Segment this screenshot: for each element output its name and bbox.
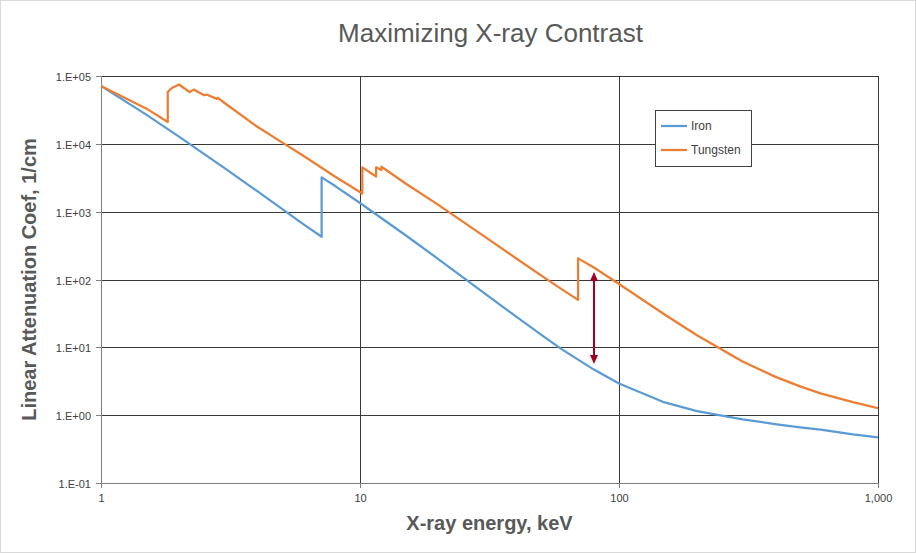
legend-label: Tungsten	[691, 143, 741, 157]
chart: Maximizing X-ray Contrast 1.E-01 1.E+00 1.E…	[0, 0, 916, 553]
x-grid-line	[101, 76, 102, 483]
y-tick-label: 1.E+02	[56, 275, 91, 287]
series-line	[101, 86, 878, 438]
y-tick-label: 1.E+03	[56, 207, 91, 219]
plot-area	[101, 84, 878, 437]
y-grid-line	[101, 280, 878, 281]
x-tick	[878, 483, 879, 488]
legend-swatch	[661, 125, 687, 127]
contrast-arrow	[590, 272, 598, 364]
y-grid-line	[101, 347, 878, 348]
arrow-head	[590, 272, 598, 281]
x-tick-label: 10	[354, 492, 366, 504]
y-tick	[96, 212, 101, 213]
x-axis-line	[101, 483, 878, 484]
legend-swatch	[661, 149, 687, 151]
x-tick-label: 100	[610, 492, 628, 504]
y-tick-label: 1.E+01	[56, 342, 91, 354]
y-grid-line	[101, 144, 878, 145]
y-tick-label: 1.E+04	[56, 139, 91, 151]
x-tick-label: 1	[98, 492, 104, 504]
y-tick	[96, 415, 101, 416]
title: Maximizing X-ray Contrast	[338, 18, 644, 48]
chart-container: Maximizing X-ray Contrast 1.E-01 1.E+00 1.E…	[0, 0, 916, 553]
y-tick	[96, 280, 101, 281]
y-tick	[96, 483, 101, 484]
y-grid-line	[101, 212, 878, 213]
y-tick	[96, 144, 101, 145]
arrow-shaft	[593, 278, 595, 358]
y-axis-line	[101, 76, 102, 483]
y-grid-line	[101, 76, 878, 77]
y-grid-line	[101, 415, 878, 416]
x-grid-line	[360, 76, 361, 483]
x-axis-title: X-ray energy, keV	[406, 512, 573, 534]
chart-border	[1, 1, 916, 553]
y-tick-label: 1.E+05	[56, 71, 91, 83]
x-grid-line	[619, 76, 620, 483]
grid	[96, 76, 879, 488]
legend: Iron Tungsten	[656, 111, 752, 167]
arrow-head	[590, 355, 598, 364]
legend-label: Iron	[691, 119, 712, 133]
y-tick-label: 1.E-01	[59, 478, 91, 490]
legend-box	[656, 111, 752, 167]
y-axis-title: Linear Attenuation Coef, 1/cm	[18, 138, 40, 421]
x-tick-label: 1,000	[865, 492, 893, 504]
y-tick-label: 1.E+00	[56, 410, 91, 422]
series-line	[101, 84, 878, 408]
y-tick	[96, 76, 101, 77]
y-grid-line	[101, 483, 878, 484]
x-grid-line	[878, 76, 879, 483]
y-tick	[96, 347, 101, 348]
